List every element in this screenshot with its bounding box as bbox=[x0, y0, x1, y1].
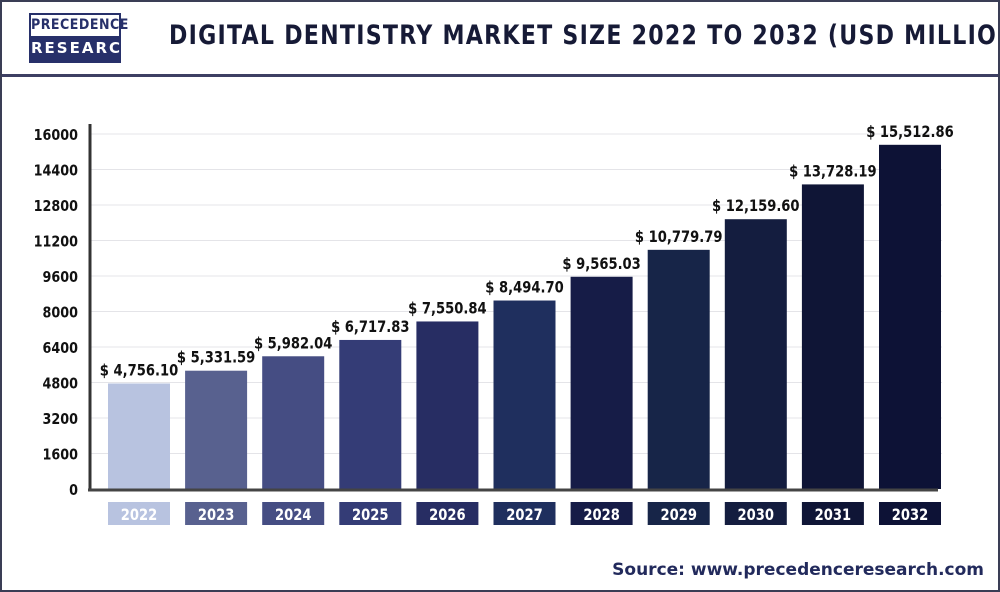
source-text: Source: www.precedenceresearch.com bbox=[612, 560, 984, 580]
y-tick-label: 12800 bbox=[34, 198, 79, 215]
x-tick-label: 2024 bbox=[275, 506, 312, 525]
logo-line2: RESEARCH bbox=[31, 36, 135, 61]
y-tick-label: 1600 bbox=[43, 447, 79, 464]
y-tick-label: 3200 bbox=[43, 411, 79, 428]
x-label-box bbox=[647, 502, 710, 525]
bar-2030 bbox=[724, 219, 787, 490]
x-tick-label: 2022 bbox=[121, 506, 158, 525]
bar-2022 bbox=[108, 383, 170, 489]
x-label-box bbox=[801, 502, 864, 525]
logo-line1: PRECEDENCE bbox=[31, 15, 128, 36]
x-label-box bbox=[339, 502, 402, 525]
data-label: $ 7,550.84 bbox=[408, 299, 486, 318]
data-label: $ 4,756.10 bbox=[100, 361, 178, 380]
logo: PRECEDENCE RESEARCH bbox=[29, 13, 135, 63]
bar-2027 bbox=[493, 300, 556, 489]
bar-2032 bbox=[879, 144, 941, 489]
x-label-box bbox=[570, 502, 633, 525]
x-tick-label: 2031 bbox=[815, 506, 852, 525]
x-tick-label: 2023 bbox=[198, 506, 235, 525]
y-tick-label: 8000 bbox=[43, 305, 79, 322]
data-label: $ 9,565.03 bbox=[562, 255, 640, 274]
bar-2028 bbox=[570, 276, 633, 489]
bar-2025 bbox=[339, 339, 402, 489]
data-label: $ 5,331.59 bbox=[177, 348, 255, 367]
y-tick-label: 11200 bbox=[34, 234, 79, 251]
chart-title: DIGITAL DENTISTRY MARKET SIZE 2022 TO 20… bbox=[169, 20, 1000, 51]
bar-2026 bbox=[416, 321, 479, 489]
bar-2024 bbox=[262, 356, 325, 489]
header: PRECEDENCE RESEARCH DIGITAL DENTISTRY MA… bbox=[2, 2, 998, 77]
data-label: $ 12,159.60 bbox=[712, 197, 800, 216]
data-label: $ 13,728.19 bbox=[789, 162, 877, 181]
bar-chart: 0 1600 3200 4800 6400 8000 9600 11200 12800 14400… bbox=[34, 123, 954, 525]
y-tick-label: 4800 bbox=[43, 376, 79, 393]
x-tick-label: 2029 bbox=[660, 506, 697, 525]
x-tick-label: 2032 bbox=[892, 506, 929, 525]
y-tick-label: 0 bbox=[69, 482, 78, 499]
x-label-box bbox=[416, 502, 479, 525]
y-tick-label: 9600 bbox=[43, 269, 79, 286]
y-tick-label: 16000 bbox=[34, 127, 79, 144]
y-tick-label: 14400 bbox=[34, 163, 79, 180]
x-label-box bbox=[879, 502, 941, 525]
x-tick-label: 2026 bbox=[429, 506, 466, 525]
bar-2029 bbox=[647, 249, 710, 489]
x-label-box bbox=[185, 502, 248, 525]
x-tick-label: 2030 bbox=[738, 506, 775, 525]
x-tick-label: 2025 bbox=[352, 506, 389, 525]
bar-2031 bbox=[801, 184, 864, 489]
data-label: $ 5,982.04 bbox=[254, 334, 332, 353]
data-label: $ 15,512.86 bbox=[866, 123, 954, 142]
x-label-box bbox=[262, 502, 325, 525]
data-label: $ 10,779.79 bbox=[635, 228, 723, 247]
x-label-box bbox=[493, 502, 556, 525]
y-tick-label: 6400 bbox=[43, 340, 79, 357]
x-tick-label: 2027 bbox=[506, 506, 543, 525]
data-label: $ 8,494.70 bbox=[485, 278, 563, 297]
x-label-box bbox=[108, 502, 170, 525]
x-label-box bbox=[724, 502, 787, 525]
data-label: $ 6,717.83 bbox=[331, 318, 409, 337]
x-tick-label: 2028 bbox=[583, 506, 620, 525]
bar-2023 bbox=[185, 370, 248, 489]
